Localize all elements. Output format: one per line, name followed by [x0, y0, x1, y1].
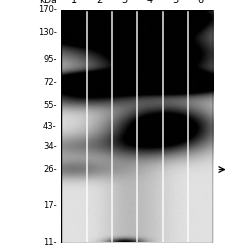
Text: 5: 5 — [172, 0, 178, 5]
Text: 1: 1 — [71, 0, 77, 5]
Text: 4: 4 — [147, 0, 153, 5]
Text: 17-: 17- — [43, 201, 57, 210]
Text: 11-: 11- — [43, 238, 57, 247]
Text: 6: 6 — [198, 0, 204, 5]
Text: 26-: 26- — [43, 165, 57, 174]
Text: 72-: 72- — [43, 78, 57, 88]
Text: 55-: 55- — [43, 101, 57, 110]
Text: 170-: 170- — [38, 6, 57, 15]
Text: 43-: 43- — [43, 122, 57, 131]
Text: 130-: 130- — [38, 28, 57, 37]
Text: 95-: 95- — [43, 55, 57, 64]
Text: 3: 3 — [122, 0, 128, 5]
Text: 34-: 34- — [43, 142, 57, 151]
Text: 2: 2 — [96, 0, 102, 5]
Text: kDa: kDa — [39, 0, 57, 5]
